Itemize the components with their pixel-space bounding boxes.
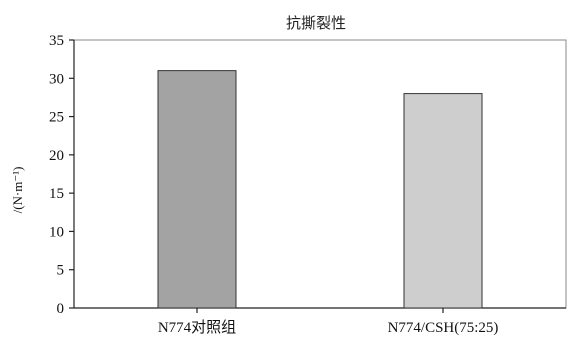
y-tick-label: 30 — [49, 71, 64, 87]
y-tick-label: 10 — [49, 224, 64, 240]
x-category-label: N774对照组 — [158, 319, 236, 336]
chart-title: 抗撕裂性 — [286, 14, 346, 32]
y-tick-label: 5 — [57, 263, 65, 279]
plot-area: 0 5 10 15 20 25 30 35 N774对照组 N774/CSH(75:25) — [49, 33, 567, 336]
bar-2 — [403, 93, 483, 309]
y-tick-label: 15 — [49, 186, 64, 202]
x-category-label: N774/CSH(75:25) — [388, 320, 499, 336]
plot-frame — [73, 39, 567, 309]
y-tick-label: 25 — [49, 110, 64, 126]
y-axis-label: /(N·m⁻¹) — [10, 167, 25, 214]
y-tick-label: 20 — [49, 148, 64, 164]
y-tick-label: 35 — [49, 33, 64, 49]
bar-1 — [157, 70, 237, 309]
y-tick-label: 0 — [57, 301, 65, 317]
